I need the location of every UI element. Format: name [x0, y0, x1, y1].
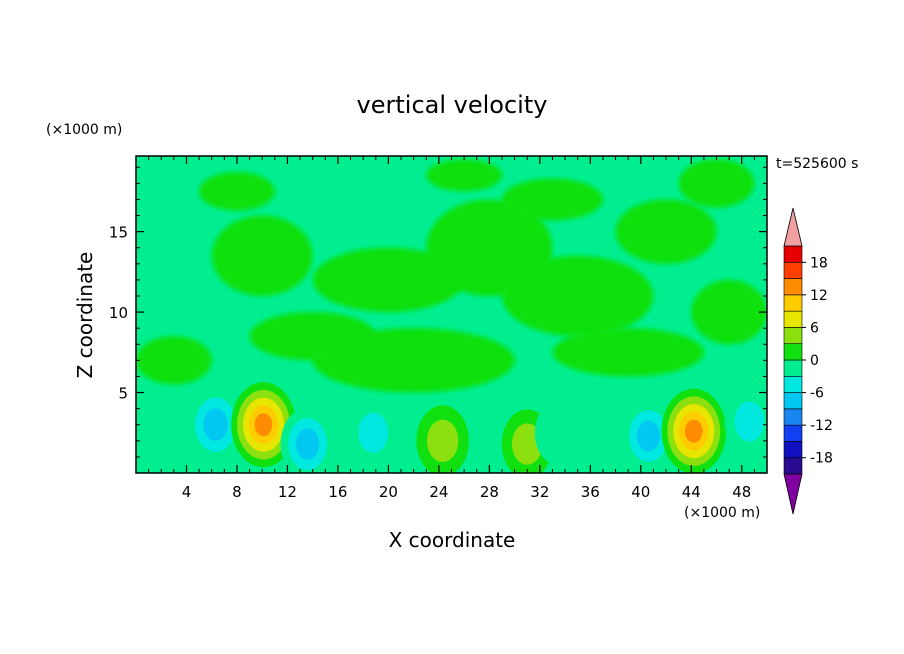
- downdraft-cell: [621, 399, 676, 473]
- downdraft-cell: [186, 386, 245, 463]
- colorbar-tick-label: 12: [810, 288, 828, 304]
- colorbar-band: [783, 392, 803, 410]
- downdraft-cell: [348, 399, 398, 467]
- colorbar-band: [783, 294, 803, 312]
- colorbar-band: [783, 310, 803, 328]
- plot-area: [136, 156, 767, 473]
- x-tick-label: 48: [732, 483, 751, 501]
- updraft-cell: [231, 382, 296, 468]
- x-tick-label: 32: [530, 483, 549, 501]
- x-unit-label: (×1000 m): [684, 505, 760, 521]
- updraft-cell: [661, 388, 727, 473]
- weak-updraft-patch: [615, 199, 717, 264]
- time-label: t=525600 s: [776, 156, 858, 172]
- patches: [136, 159, 767, 393]
- colorbar-band: [783, 424, 803, 442]
- y-unit-label: (×1000 m): [46, 122, 122, 138]
- downdraft-cell: [280, 407, 335, 473]
- x-tick-label: 12: [278, 483, 297, 501]
- colorbar-band: [783, 457, 803, 475]
- colorbar-tick-label: -6: [810, 386, 824, 402]
- contour-band: [203, 408, 228, 442]
- colorbar-band: [783, 261, 803, 279]
- y-axis: 5 10 15: [109, 166, 767, 458]
- weak-updraft-patch: [501, 178, 603, 221]
- updraft-cell: [416, 405, 469, 473]
- weak-updraft-patch: [691, 279, 767, 345]
- downdraft-cell: [724, 387, 767, 456]
- contour-band: [684, 419, 703, 443]
- y-axis-label: Z coordinate: [73, 252, 97, 379]
- weak-updraft-patch: [552, 328, 704, 377]
- colorbar-band: [783, 408, 803, 426]
- colorbar-band: [783, 245, 803, 263]
- colorbar: 18 12 6 0 -6 -12 -18: [783, 207, 833, 515]
- x-tick-label: 40: [631, 483, 650, 501]
- x-tick-label: 4: [182, 483, 192, 501]
- contour-band: [734, 401, 765, 442]
- colorbar-tick-label: 18: [810, 255, 828, 271]
- colorbar-tick-label: 6: [810, 320, 819, 336]
- colorbar-band: [783, 278, 803, 296]
- weak-updraft-patch: [199, 172, 275, 211]
- colorbar-tick-label: -18: [810, 451, 833, 467]
- colorbar-tick-label: 0: [810, 353, 819, 369]
- weak-updraft-patch: [312, 247, 465, 313]
- chart-title: vertical velocity: [357, 91, 548, 119]
- contour-band: [296, 428, 320, 460]
- weak-updraft-patch: [249, 312, 376, 361]
- x-axis-label: X coordinate: [389, 528, 516, 552]
- colorbar-band: [783, 441, 803, 459]
- contour-band: [358, 412, 389, 453]
- colorbar-band: [783, 375, 803, 393]
- weak-updraft-patch: [501, 255, 654, 337]
- contour-band: [426, 419, 459, 463]
- contour-band: [636, 420, 660, 452]
- colorbar-bottom-extension: [783, 473, 803, 515]
- y-tick-label: 5: [118, 385, 128, 403]
- weak-updraft-patch: [211, 215, 313, 296]
- x-tick-label: 28: [480, 483, 499, 501]
- x-tick-label: 44: [682, 483, 701, 501]
- x-tick-label: 20: [379, 483, 398, 501]
- x-tick-label: 16: [328, 483, 347, 501]
- x-tick-label: 36: [581, 483, 600, 501]
- colorbar-band: [783, 359, 803, 377]
- contour-band: [254, 413, 273, 437]
- y-tick-label: 15: [109, 224, 128, 242]
- colorbar-tick-label: -12: [810, 418, 833, 434]
- weak-updraft-patch: [426, 159, 502, 192]
- colorbar-band: [783, 343, 803, 361]
- weak-updraft-patch: [136, 336, 212, 385]
- colorbar-band: [783, 327, 803, 345]
- x-tick-label: 8: [232, 483, 242, 501]
- downdraft-cell: [534, 400, 583, 466]
- x-axis: 4 8 12 16 20 24 28 32 36 40 44 48: [148, 156, 755, 501]
- weak-updraft-patch: [678, 159, 755, 208]
- y-tick-label: 10: [109, 304, 128, 322]
- contour-band: [534, 400, 583, 466]
- x-tick-label: 24: [429, 483, 448, 501]
- colorbar-top-extension: [783, 207, 803, 247]
- features: [186, 382, 767, 473]
